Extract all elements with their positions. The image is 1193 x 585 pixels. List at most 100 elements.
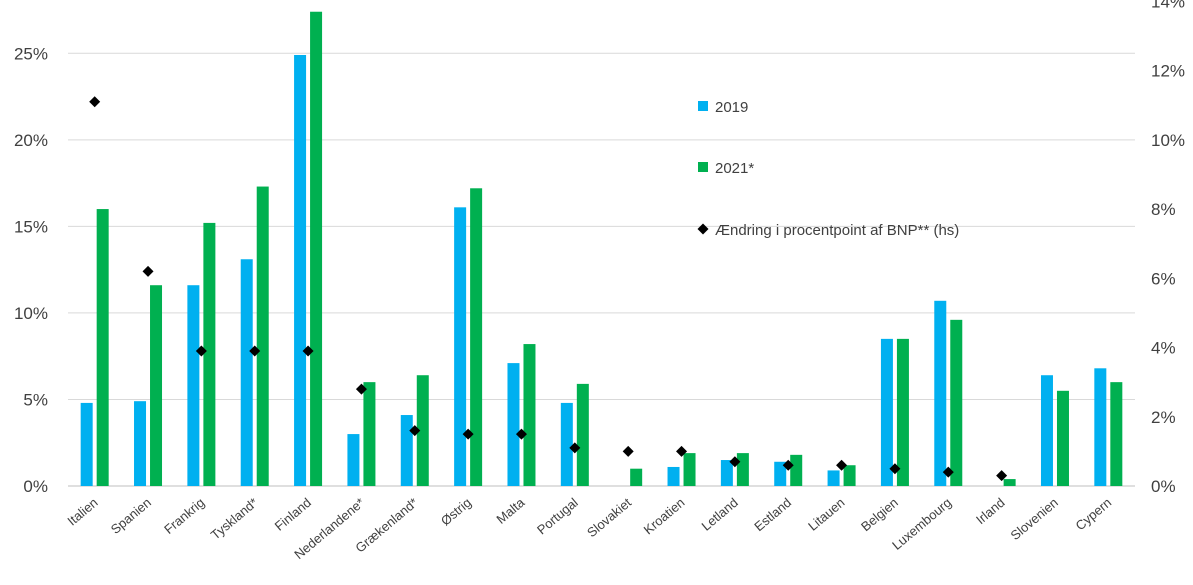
category-label: Italien	[64, 495, 100, 529]
category-label: Slovakiet	[584, 495, 634, 541]
legend-label: 2021*	[715, 160, 754, 177]
bar-2021-2	[203, 222, 216, 486]
bar-2021-5	[363, 382, 376, 486]
legend-label: 2019	[715, 99, 748, 116]
right-tick-label: 8%	[1151, 200, 1176, 219]
category-label: Kroatien	[641, 495, 688, 538]
category-label: Slovenien	[1008, 495, 1061, 543]
category-label: Tyskland*	[208, 495, 261, 543]
category-label: Litauen	[805, 495, 847, 534]
change-marker-0	[89, 96, 101, 108]
left-tick-label: 0%	[23, 477, 48, 496]
bar-2021-1	[150, 285, 163, 486]
right-tick-label: 4%	[1151, 339, 1176, 358]
bar-2019-12	[720, 460, 733, 486]
bar-2019-13	[774, 461, 787, 486]
bar-2019-3	[240, 259, 253, 486]
bar-2019-14	[827, 470, 840, 486]
change-markers	[89, 96, 1008, 482]
left-tick-label: 15%	[14, 217, 48, 236]
change-marker-5	[355, 383, 367, 395]
right-tick-label: 0%	[1151, 477, 1176, 496]
gridlines	[68, 52, 1135, 487]
right-tick-label: 6%	[1151, 269, 1176, 288]
right-tick-label: 12%	[1151, 62, 1185, 81]
bar-2019-8	[507, 363, 520, 486]
category-label: Østrig	[438, 495, 474, 529]
bar-2021-9	[576, 383, 589, 486]
legend-swatch	[697, 223, 709, 235]
change-marker-16	[942, 466, 954, 478]
change-marker-14	[836, 459, 848, 471]
change-marker-4	[302, 345, 314, 357]
category-label: Finland	[272, 495, 314, 534]
bar-2021-3	[256, 186, 269, 486]
category-label: Spanien	[108, 495, 154, 537]
bar-2019-6	[400, 415, 413, 486]
change-marker-15	[889, 463, 901, 475]
bar-2021-15	[896, 338, 909, 486]
change-marker-11	[676, 445, 688, 457]
bar-2021-11	[683, 453, 696, 486]
bar-2021-4	[310, 11, 323, 487]
bars	[80, 11, 1123, 487]
change-marker-9	[569, 442, 581, 454]
change-marker-13	[782, 459, 794, 471]
legend-label: Ændring i procentpoint af BNP** (hs)	[715, 222, 959, 239]
left-tick-label: 25%	[14, 44, 48, 63]
change-marker-7	[462, 428, 474, 440]
category-label: Luxembourg	[889, 495, 954, 553]
legend-swatch	[698, 162, 708, 172]
bar-2021-18	[1056, 390, 1069, 486]
bar-2021-17	[1003, 479, 1016, 486]
bar-2019-0	[80, 402, 93, 486]
bar-2021-6	[416, 375, 429, 486]
right-tick-label: 10%	[1151, 131, 1185, 150]
left-tick-label: 10%	[14, 304, 48, 323]
right-tick-label: 2%	[1151, 408, 1176, 427]
bar-2021-12	[736, 453, 749, 486]
category-label: Belgien	[858, 495, 901, 534]
bar-2021-8	[523, 344, 536, 486]
bar-2019-5	[347, 434, 360, 486]
change-marker-10	[622, 445, 634, 457]
right-axis: 0% 2% 4% 6% 8% 10% 12% 14%	[1151, 0, 1185, 496]
left-tick-label: 5%	[23, 390, 48, 409]
bar-2021-19	[1110, 382, 1123, 486]
left-tick-label: 20%	[14, 131, 48, 150]
right-tick-label: 14%	[1151, 0, 1185, 11]
legend-swatch	[698, 101, 708, 111]
category-label: Portugal	[534, 495, 581, 538]
category-label: Estland	[751, 495, 794, 534]
bar-2019-19	[1094, 368, 1107, 486]
bar-2021-10	[630, 468, 643, 486]
bar-2019-11	[667, 466, 680, 486]
category-label: Cypern	[1072, 495, 1114, 533]
change-marker-8	[515, 428, 527, 440]
change-marker-12	[729, 456, 741, 468]
category-label: Malta	[493, 494, 528, 526]
bar-2021-7	[470, 188, 483, 486]
bar-2019-4	[294, 55, 307, 487]
bar-2021-13	[790, 454, 803, 486]
change-marker-1	[142, 265, 154, 277]
category-label: Letland	[698, 495, 740, 534]
bar-2021-14	[843, 465, 856, 486]
change-marker-6	[409, 425, 421, 437]
bar-2021-16	[950, 319, 963, 486]
category-axis: Italien Spanien Frankrig Tyskland* FinlandNe…	[64, 494, 1114, 562]
bar-2021-0	[96, 209, 109, 486]
bar-2019-15	[880, 338, 893, 486]
bar-2019-16	[934, 300, 947, 486]
bar-2019-9	[560, 402, 573, 486]
legend: 2019 2021* Ændring i procentpoint af BNP**…	[697, 99, 959, 239]
category-label: Irland	[973, 495, 1008, 527]
bar-2019-18	[1040, 375, 1053, 486]
left-axis: 0% 5% 10% 15% 20% 25%	[14, 44, 48, 496]
category-label: Frankrig	[161, 495, 207, 537]
change-marker-17	[996, 470, 1008, 482]
bar-2019-2	[187, 285, 200, 486]
bar-2019-7	[454, 207, 467, 486]
bar-2019-1	[134, 401, 147, 486]
